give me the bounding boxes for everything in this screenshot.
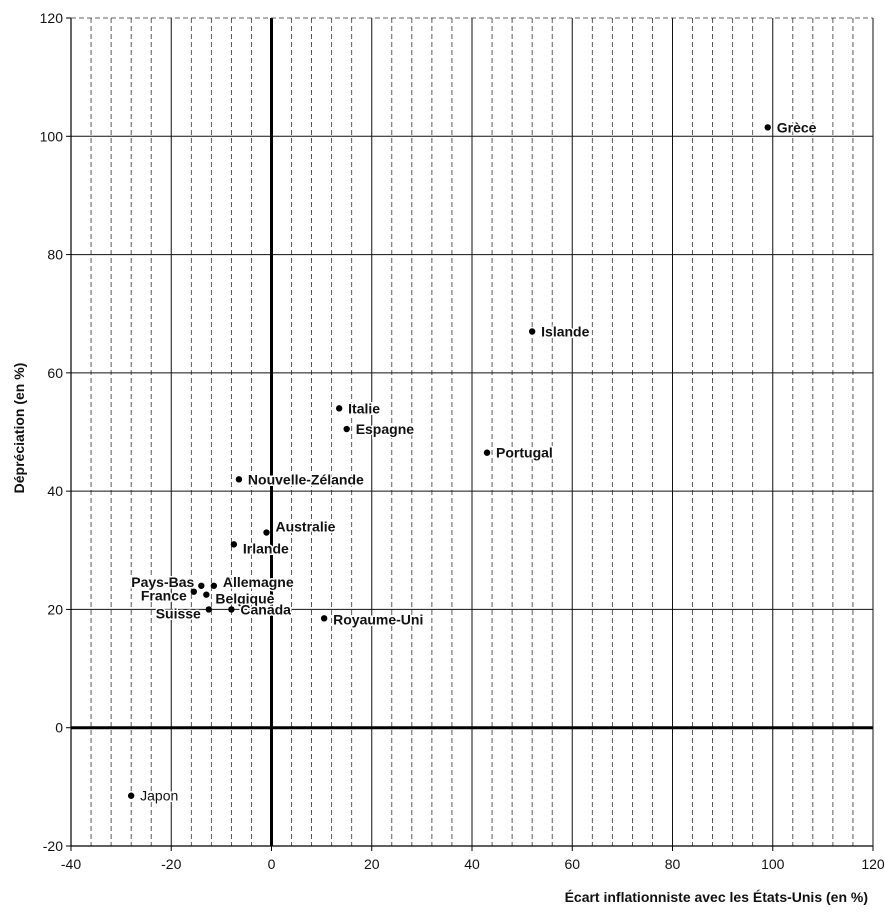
data-point-belgique: Belgique <box>203 589 276 608</box>
data-point-suisse: Suisse <box>154 604 213 623</box>
x-tick-label: 100 <box>761 856 785 872</box>
data-point-royaume-uni: Royaume-Uni <box>320 610 425 629</box>
point-marker <box>127 792 135 799</box>
point-marker <box>198 582 205 589</box>
point-marker <box>320 615 328 622</box>
zero-axes <box>71 18 873 846</box>
data-point-nouvelle-z-lande: Nouvelle-Zélande <box>235 470 366 489</box>
major-gridlines <box>71 18 873 846</box>
point-label: Suisse <box>156 605 201 621</box>
point-label: Belgique <box>215 591 274 607</box>
data-point-espagne: Espagne <box>343 420 416 439</box>
point-label: Islande <box>541 323 589 339</box>
data-point-france: France <box>139 586 198 605</box>
minor-gridlines <box>90 18 854 846</box>
point-label: France <box>141 588 187 604</box>
point-label: Royaume-Uni <box>333 611 423 627</box>
data-point-islande: Islande <box>528 322 591 341</box>
x-tick-label: 60 <box>564 856 580 872</box>
data-points: Grèce Islande Italie Espagne Portugal Nouvell… <box>127 118 818 805</box>
x-tick-label: 40 <box>464 856 480 872</box>
point-label: Portugal <box>496 445 553 461</box>
point-label: Italie <box>348 400 380 416</box>
x-tick-label: 20 <box>364 856 380 872</box>
data-point-australie: Australie <box>263 517 337 536</box>
y-tick-label: 80 <box>47 247 63 263</box>
y-tick-label: 120 <box>40 10 64 26</box>
x-tick-label: 120 <box>861 856 885 872</box>
point-marker <box>190 588 198 595</box>
point-label: Canada <box>240 601 291 617</box>
data-point-italie: Italie <box>335 399 382 418</box>
point-label: Allemagne <box>223 574 294 590</box>
y-tick-label: 40 <box>47 483 63 499</box>
point-marker <box>230 541 238 548</box>
point-label: Grèce <box>777 119 817 135</box>
point-marker <box>235 476 243 483</box>
point-label: Japon <box>140 788 178 804</box>
x-tick-label: -40 <box>61 856 81 872</box>
point-marker <box>210 582 218 589</box>
point-marker <box>263 529 270 536</box>
y-tick-label: 0 <box>55 720 63 736</box>
y-tick-label: 60 <box>47 365 63 381</box>
data-point-pays-bas: Pays-Bas <box>130 572 205 591</box>
point-marker <box>203 591 210 598</box>
point-marker <box>205 606 213 613</box>
y-tick-label: 100 <box>40 128 64 144</box>
data-point-allemagne: Allemagne <box>210 572 295 591</box>
data-point-irlande: Irlande <box>230 539 291 558</box>
point-marker <box>483 449 491 456</box>
x-tick-label: 0 <box>268 856 276 872</box>
y-tick-label: 20 <box>47 601 63 617</box>
tick-labels: -40 -20 0 20 40 60 80 100 120 -20 0 20 40 60 80 100 120 <box>40 10 885 872</box>
point-label: Australie <box>275 519 335 535</box>
data-point-canada: Canada <box>228 600 293 619</box>
y-axis-title: Dépréciation (en %) <box>11 363 27 494</box>
x-tick-label: 80 <box>665 856 681 872</box>
x-tick-label: -20 <box>161 856 181 872</box>
x-axis-title: Écart inflationniste avec les États-Unis… <box>565 889 868 905</box>
point-marker <box>335 405 343 412</box>
point-label: Pays-Bas <box>131 574 194 590</box>
point-label: Espagne <box>356 421 415 437</box>
data-point-japon: Japon <box>127 786 180 805</box>
point-marker <box>528 328 536 335</box>
data-point-gr-ce: Grèce <box>764 118 818 137</box>
point-marker <box>228 606 235 613</box>
y-tick-label: -20 <box>43 838 63 854</box>
point-marker <box>764 124 771 131</box>
data-point-portugal: Portugal <box>483 443 554 462</box>
point-label: Nouvelle-Zélande <box>248 471 364 487</box>
plot-frame <box>70 17 874 847</box>
point-marker <box>343 425 350 433</box>
point-label: Irlande <box>243 540 289 556</box>
